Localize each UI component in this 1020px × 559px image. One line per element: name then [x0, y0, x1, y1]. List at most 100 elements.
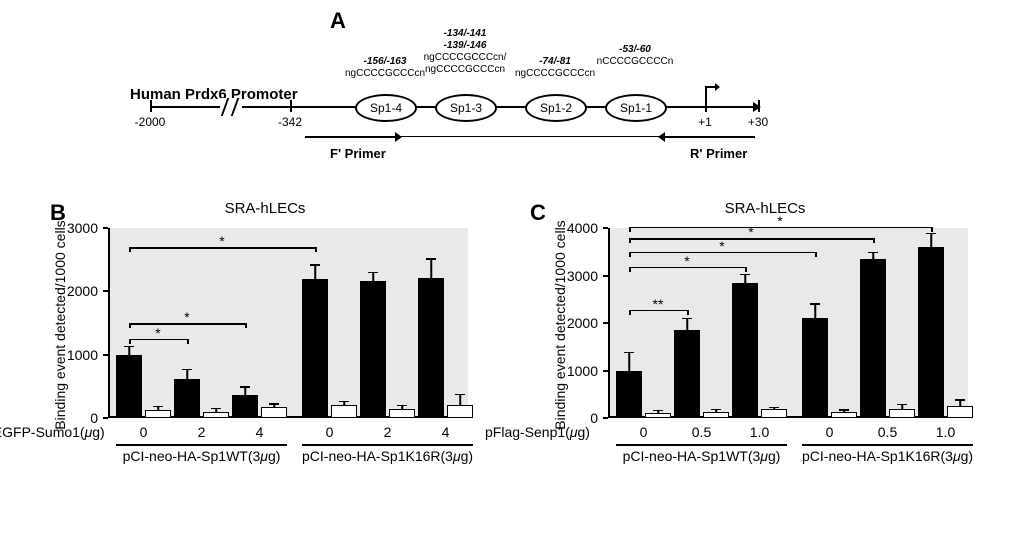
data-bar — [174, 379, 200, 418]
promoter-label: Human Prdx6 Promoter — [130, 86, 298, 103]
significance-tick — [129, 339, 131, 344]
data-bar — [831, 412, 857, 418]
dose-value: 4 — [256, 424, 264, 440]
error-cap — [310, 264, 320, 266]
significance-tick — [629, 227, 631, 232]
significance-tick — [931, 227, 933, 232]
data-bar — [732, 283, 758, 418]
data-bar — [331, 405, 357, 418]
data-bar — [203, 412, 229, 418]
dose-value: 0.5 — [878, 424, 897, 440]
error-cap — [653, 410, 663, 412]
error-cap — [368, 272, 378, 274]
dose-value: 4 — [442, 424, 450, 440]
data-bar — [145, 410, 171, 418]
significance-star: * — [219, 237, 224, 245]
error-cap — [426, 258, 436, 260]
error-bar — [459, 394, 461, 405]
dose-value: 1.0 — [750, 424, 769, 440]
significance-tick — [129, 247, 131, 252]
data-bar — [918, 247, 944, 418]
error-cap — [897, 404, 907, 406]
dose-value: 1.0 — [936, 424, 955, 440]
significance-star: ** — [653, 300, 664, 308]
y-tick-label: 3000 — [67, 220, 108, 236]
binding-site-annotation: -74/-81ngCCCCGCCCcn — [515, 56, 595, 80]
r-primer-label: R' Primer — [690, 146, 747, 161]
significance-tick — [629, 252, 631, 257]
figure: A Human Prdx6 Promoter -2000-342+1+30Sp1… — [0, 0, 1020, 559]
error-cap — [397, 405, 407, 407]
error-cap — [182, 369, 192, 371]
data-bar — [261, 407, 287, 418]
group-label: pCI-neo-HA-Sp1K16R(3μg) — [802, 448, 973, 464]
error-cap — [455, 394, 465, 396]
significance-tick — [187, 339, 189, 344]
data-bar — [761, 409, 787, 418]
data-bar — [302, 279, 328, 418]
sp1-site-oval: Sp1-4 — [355, 94, 417, 122]
error-bar — [628, 352, 630, 371]
panel-b-y-title: Binding event detected/1000 cells — [52, 220, 68, 429]
binding-site-annotation: -134/-141-139/-146ngCCCCGCCCcn/ngCCCCGCC… — [424, 28, 507, 76]
axis-tick — [150, 100, 152, 112]
significance-tick — [629, 267, 631, 272]
y-tick-label: 1000 — [67, 347, 108, 363]
significance-tick — [315, 247, 317, 252]
data-bar — [947, 406, 973, 418]
axis-tick-label: +1 — [698, 115, 712, 129]
error-cap — [682, 318, 692, 320]
y-axis — [608, 228, 610, 418]
y-tick-label: 1000 — [567, 363, 608, 379]
error-cap — [240, 386, 250, 388]
dose-row-label: pEGFP-Sumo1(μg) — [0, 424, 105, 440]
significance-star: * — [684, 257, 689, 265]
data-bar — [616, 371, 642, 419]
data-bar — [116, 355, 142, 418]
y-axis — [108, 228, 110, 418]
error-cap — [624, 352, 634, 354]
group-underline — [616, 444, 787, 446]
group-underline — [116, 444, 287, 446]
significance-tick — [873, 238, 875, 243]
axis-tick-label: +30 — [748, 115, 768, 129]
panel-c-y-title: Binding event detected/1000 cells — [552, 220, 568, 429]
group-label: pCI-neo-HA-Sp1WT(3μg) — [116, 448, 287, 464]
sp1-site-oval: Sp1-3 — [435, 94, 497, 122]
data-bar — [802, 318, 828, 418]
r-primer-line — [665, 136, 755, 138]
primer-connector-line — [393, 136, 668, 137]
data-bar — [889, 409, 915, 419]
y-tick-label: 0 — [590, 410, 608, 426]
panel-c-chart: 01000200030004000****** — [608, 228, 968, 418]
significance-star: * — [748, 228, 753, 236]
data-bar — [674, 330, 700, 418]
error-bar — [930, 233, 932, 247]
axis-tick — [290, 100, 292, 112]
error-bar — [686, 318, 688, 330]
dose-value: 0 — [826, 424, 834, 440]
significance-tick — [629, 310, 631, 315]
data-bar — [645, 413, 671, 418]
error-cap — [868, 252, 878, 254]
significance-tick — [129, 323, 131, 328]
dose-value: 2 — [198, 424, 206, 440]
group-label: pCI-neo-HA-Sp1WT(3μg) — [616, 448, 787, 464]
tss-arrow-icon — [705, 86, 719, 96]
significance-tick — [687, 310, 689, 315]
significance-tick — [745, 267, 747, 272]
f-primer-label: F' Primer — [330, 146, 386, 161]
y-tick-label: 4000 — [567, 220, 608, 236]
axis-tick — [758, 100, 760, 112]
dose-value: 0 — [140, 424, 148, 440]
sp1-site-oval: Sp1-2 — [525, 94, 587, 122]
panel-a-letter: A — [330, 8, 346, 34]
data-bar — [418, 278, 444, 418]
dose-value: 0 — [640, 424, 648, 440]
error-cap — [124, 346, 134, 348]
significance-star: * — [719, 242, 724, 250]
y-tick-label: 3000 — [567, 268, 608, 284]
error-cap — [769, 407, 779, 409]
dose-value: 0.5 — [692, 424, 711, 440]
line-break-icon — [220, 98, 242, 116]
